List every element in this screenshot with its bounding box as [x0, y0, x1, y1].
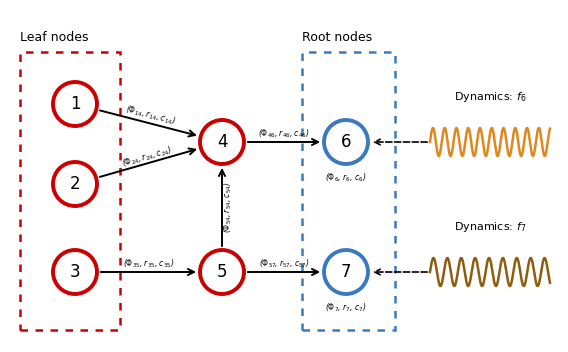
Text: 3: 3: [70, 263, 80, 281]
Text: ($\Phi_{54}$, $r_{54}$, $c_{54}$): ($\Phi_{54}$, $r_{54}$, $c_{54}$): [222, 181, 234, 233]
Circle shape: [53, 250, 97, 294]
Bar: [302, 52, 395, 330]
Circle shape: [200, 120, 244, 164]
Text: 2: 2: [70, 175, 80, 193]
Text: ($\Phi_{14}$, $r_{14}$, $c_{14}$): ($\Phi_{14}$, $r_{14}$, $c_{14}$): [124, 103, 177, 128]
Text: ($\Phi_{57}$, $r_{57}$, $c_{57}$): ($\Phi_{57}$, $r_{57}$, $c_{57}$): [259, 258, 309, 270]
Text: ($\Phi_{35}$, $r_{35}$, $c_{35}$): ($\Phi_{35}$, $r_{35}$, $c_{35}$): [123, 258, 174, 270]
Bar: [20, 52, 120, 330]
Circle shape: [200, 250, 244, 294]
Text: ($\Phi_6$, $r_6$, $c_6$): ($\Phi_6$, $r_6$, $c_6$): [325, 171, 366, 183]
Circle shape: [324, 120, 368, 164]
Text: ($\Phi_{24}$, $r_{24}$, $c_{24}$): ($\Phi_{24}$, $r_{24}$, $c_{24}$): [120, 144, 173, 170]
Text: 4: 4: [217, 133, 227, 151]
Text: 5: 5: [217, 263, 227, 281]
Text: 1: 1: [70, 95, 80, 113]
Text: Dynamics: $f_7$: Dynamics: $f_7$: [454, 220, 526, 234]
Circle shape: [324, 250, 368, 294]
Text: ($\Phi_{46}$, $r_{46}$, $c_{46}$): ($\Phi_{46}$, $r_{46}$, $c_{46}$): [258, 128, 310, 140]
Text: Leaf nodes: Leaf nodes: [20, 31, 89, 44]
Circle shape: [53, 162, 97, 206]
Text: Root nodes: Root nodes: [302, 31, 372, 44]
Text: 6: 6: [341, 133, 351, 151]
Text: 7: 7: [341, 263, 351, 281]
Text: ($\Phi_7$, $r_7$, $c_7$): ($\Phi_7$, $r_7$, $c_7$): [325, 301, 366, 314]
Text: Dynamics: $f_6$: Dynamics: $f_6$: [454, 90, 526, 104]
Circle shape: [53, 82, 97, 126]
